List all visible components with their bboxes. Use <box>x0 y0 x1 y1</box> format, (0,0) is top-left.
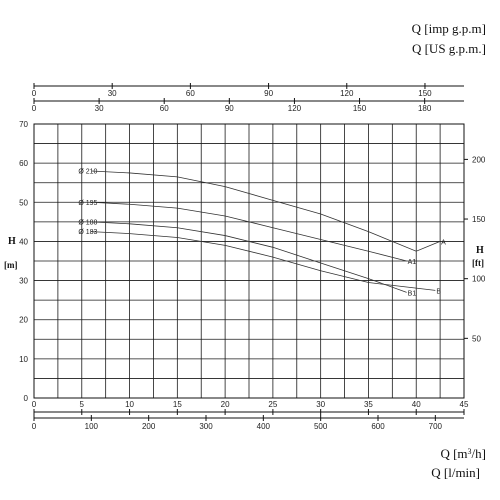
curve-end-label: B <box>436 288 441 295</box>
x-m3h-tick-label: 20 <box>221 400 230 409</box>
unit-imp-gpm: Q [imp g.p.m] <box>412 21 486 36</box>
y-right-tick-label: 200 <box>472 155 486 164</box>
x-lmin-tick-label: 600 <box>371 422 385 431</box>
x-m3h-tick-label: 10 <box>125 400 134 409</box>
curve-name-label: Ø 195 <box>78 200 97 207</box>
plot-frame <box>33 123 465 399</box>
x-us-gpm-tick-label: 60 <box>160 104 169 113</box>
x-m3h-tick-label: 25 <box>268 400 277 409</box>
unit-us-gpm: Q [US g.p.m.] <box>412 41 486 56</box>
curve-series-1 <box>91 170 441 252</box>
y-right-tick-label: 100 <box>472 275 486 284</box>
x-us-gpm-tick-label: 30 <box>95 104 104 113</box>
x-imp-gpm-tick-label: 0 <box>32 89 37 98</box>
x-lmin-tick-label: 500 <box>314 422 328 431</box>
x-m3h-tick-label: 5 <box>80 400 85 409</box>
curve-end-label: A1 <box>408 259 417 266</box>
x-lmin-tick-label: 700 <box>429 422 443 431</box>
x-m3h-tick-label: 35 <box>364 400 373 409</box>
x-lmin-tick-label: 0 <box>32 422 37 431</box>
y-left-title: H <box>8 236 16 247</box>
y-left-tick-label: 50 <box>19 198 28 207</box>
y-left-tick-label: 30 <box>19 277 28 286</box>
x-us-gpm-tick-label: 0 <box>32 104 37 113</box>
x-m3h-tick-label: 45 <box>460 400 469 409</box>
x-m3h-tick-label: 15 <box>173 400 182 409</box>
y-left-tick-label: 20 <box>19 316 28 325</box>
y-left-tick-label: 0 <box>24 394 29 403</box>
x-m3h-tick-label: 40 <box>412 400 421 409</box>
x-us-gpm-tick-label: 180 <box>418 104 432 113</box>
curve-name-label: Ø 210 <box>78 168 97 175</box>
curve-name-label: Ø 188 <box>78 219 97 226</box>
y-right-title: H <box>476 245 484 256</box>
x-imp-gpm-tick-label: 120 <box>340 89 354 98</box>
x-imp-gpm-tick-label: 30 <box>108 89 117 98</box>
x-lmin-tick-label: 400 <box>257 422 271 431</box>
x-lmin-tick-label: 300 <box>199 422 213 431</box>
x-imp-gpm-tick-label: 60 <box>186 89 195 98</box>
x-imp-gpm-tick-label: 150 <box>418 89 432 98</box>
x-imp-gpm-tick-label: 90 <box>264 89 273 98</box>
curve-name-label: Ø 183 <box>78 229 97 236</box>
curve-series-2 <box>91 201 407 262</box>
y-left-tick-label: 60 <box>19 159 28 168</box>
x-m3h-tick-label: 30 <box>316 400 325 409</box>
curve-series-3 <box>91 221 407 293</box>
x-m3h-tick-label: 0 <box>32 400 37 409</box>
curve-series-4 <box>91 231 436 291</box>
x-lmin-tick-label: 200 <box>142 422 156 431</box>
y-left-unit: [m] <box>4 260 18 270</box>
unit-m3h: Q [m3/h] <box>440 446 486 461</box>
y-right-tick-label: 50 <box>472 334 481 343</box>
x-us-gpm-tick-label: 90 <box>225 104 234 113</box>
y-right-tick-label: 150 <box>472 215 486 224</box>
unit-lmin: Q [l/min] <box>431 465 480 480</box>
x-us-gpm-tick-label: 150 <box>353 104 367 113</box>
y-left-tick-label: 70 <box>19 120 28 129</box>
x-us-gpm-tick-label: 120 <box>288 104 302 113</box>
x-lmin-tick-label: 100 <box>85 422 99 431</box>
y-left-tick-label: 10 <box>19 355 28 364</box>
y-left-tick-label: 40 <box>19 237 28 246</box>
curve-end-label: A <box>441 239 446 246</box>
y-right-unit: [ft] <box>472 258 484 268</box>
curve-end-label: B1 <box>408 290 417 297</box>
